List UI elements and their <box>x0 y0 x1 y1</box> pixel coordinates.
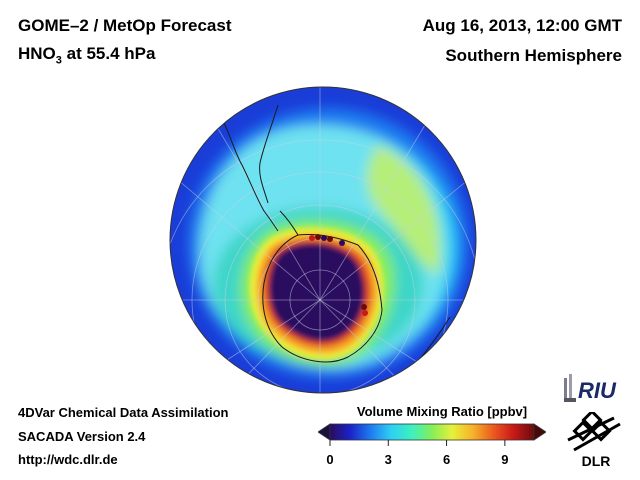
species-subscript: 3 <box>55 54 62 67</box>
colorbar <box>318 423 546 446</box>
colorbar-tick-label: 0 <box>326 452 334 467</box>
africa-tip-coast <box>415 98 441 116</box>
antarctic-peninsula <box>279 210 299 236</box>
zone-depleted-core <box>268 243 365 342</box>
antarctic-coast <box>262 234 383 363</box>
colorbar-min-arrow <box>318 423 331 441</box>
riu-logo-text: RIU <box>578 378 617 403</box>
hemisphere-label: Southern Hemisphere <box>445 46 622 65</box>
globe-outline <box>169 86 477 394</box>
colorbar-tick-label: 3 <box>384 452 392 467</box>
dlr-logo: DLR <box>567 412 621 469</box>
colorbar-tick-label: 6 <box>442 452 451 467</box>
high-value-dots <box>309 234 368 316</box>
assimilation-label: 4DVar Chemical Data Assimilation <box>18 405 229 420</box>
south-america-east-coast <box>259 104 279 204</box>
pressure-level: at 55.4 hPa <box>61 44 156 63</box>
zone-green-patch <box>366 145 441 275</box>
colorbar-max-arrow <box>533 423 546 441</box>
version-label: SACADA Version 2.4 <box>18 429 146 444</box>
colorbar-tick-label: 9 <box>501 452 509 467</box>
forecast-datetime: Aug 16, 2013, 12:00 GMT <box>422 16 622 35</box>
globe-map <box>169 86 477 394</box>
graticule <box>170 87 476 393</box>
south-america-coast <box>219 114 279 232</box>
colorbar-title: Volume Mixing Ratio [ppbv] <box>356 404 528 419</box>
species-label: HNO3 at 55.4 hPa <box>18 44 155 66</box>
colorbar-ramp <box>329 423 535 441</box>
dlr-logo-text: DLR <box>582 453 611 469</box>
map-title: GOME–2 / MetOp Forecast <box>18 16 232 35</box>
website-link[interactable]: http://wdc.dlr.de <box>18 452 118 467</box>
riu-logo: RIU <box>564 374 617 403</box>
species-name: HNO <box>18 44 56 63</box>
